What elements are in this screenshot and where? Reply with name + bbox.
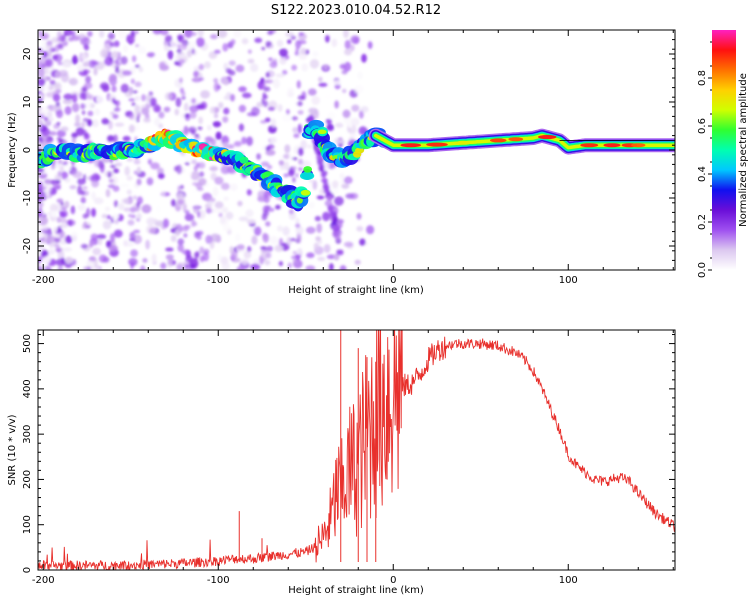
- y-tick-label: 500: [22, 334, 33, 353]
- colorbar-tick-label: 0.6: [697, 118, 708, 134]
- y-tick-label: -10: [22, 190, 33, 206]
- y-tick-label: 10: [22, 96, 33, 109]
- spectrogram-band: [368, 128, 675, 155]
- x-tick-label: -200: [32, 275, 55, 286]
- snr-y-axis: 0 100 200 300 400 500: [22, 334, 675, 573]
- x-tick-label: -200: [32, 575, 55, 586]
- y-tick-label: -20: [22, 238, 33, 254]
- y-tick-label: 100: [22, 515, 33, 534]
- snr-x-axis: -200 -100 0 100: [32, 330, 674, 586]
- snr-panel: -200 -100 0 100 0 100 200 300 400 500 Height of …: [7, 329, 676, 596]
- spectrogram-y-axis: -20 -10 0 10 20: [22, 29, 675, 271]
- x-tick-label: -100: [207, 275, 230, 286]
- figure-title: S122.2023.010.04.52.R12: [271, 3, 441, 18]
- colorbar-tick-label: 0.8: [697, 70, 708, 86]
- x-tick-label: 0: [390, 575, 396, 586]
- colorbar-axis: 0.0 0.2 0.4 0.6 0.8: [697, 41, 712, 278]
- colorbar: 0.0 0.2 0.4 0.6 0.8 Normalized spectral ampl…: [697, 30, 749, 278]
- x-tick-label: 100: [559, 275, 578, 286]
- spectrogram-blobs: [38, 30, 675, 270]
- spectrogram-x-axis: -200 -100 0 100: [32, 30, 674, 286]
- y-tick-label: 0: [22, 147, 33, 153]
- colorbar-label: Normalized spectral amplitude: [738, 73, 749, 227]
- spectrogram-x-label: Height of straight line (km): [288, 285, 424, 296]
- colorbar-gradient: [712, 30, 736, 270]
- spectrogram-y-label: Frequency (Hz): [7, 112, 18, 188]
- snr-line: [38, 330, 675, 570]
- y-tick-label: 0: [22, 567, 33, 573]
- y-tick-label: 300: [22, 425, 33, 444]
- snr-frame: [37, 329, 676, 571]
- x-tick-label: 0: [390, 275, 396, 286]
- y-tick-label: 400: [22, 379, 33, 398]
- colorbar-tick-label: 0.4: [697, 166, 708, 182]
- y-tick-label: 20: [22, 48, 33, 61]
- x-tick-label: 100: [559, 575, 578, 586]
- x-tick-label: -100: [207, 575, 230, 586]
- y-tick-label: 200: [22, 470, 33, 489]
- snr-series: [38, 330, 675, 570]
- snr-y-label: SNR (10 * v/v): [7, 414, 18, 485]
- colorbar-tick-label: 0.2: [697, 214, 708, 230]
- snr-x-label: Height of straight line (km): [288, 585, 424, 596]
- colorbar-tick-label: 0.0: [697, 262, 708, 278]
